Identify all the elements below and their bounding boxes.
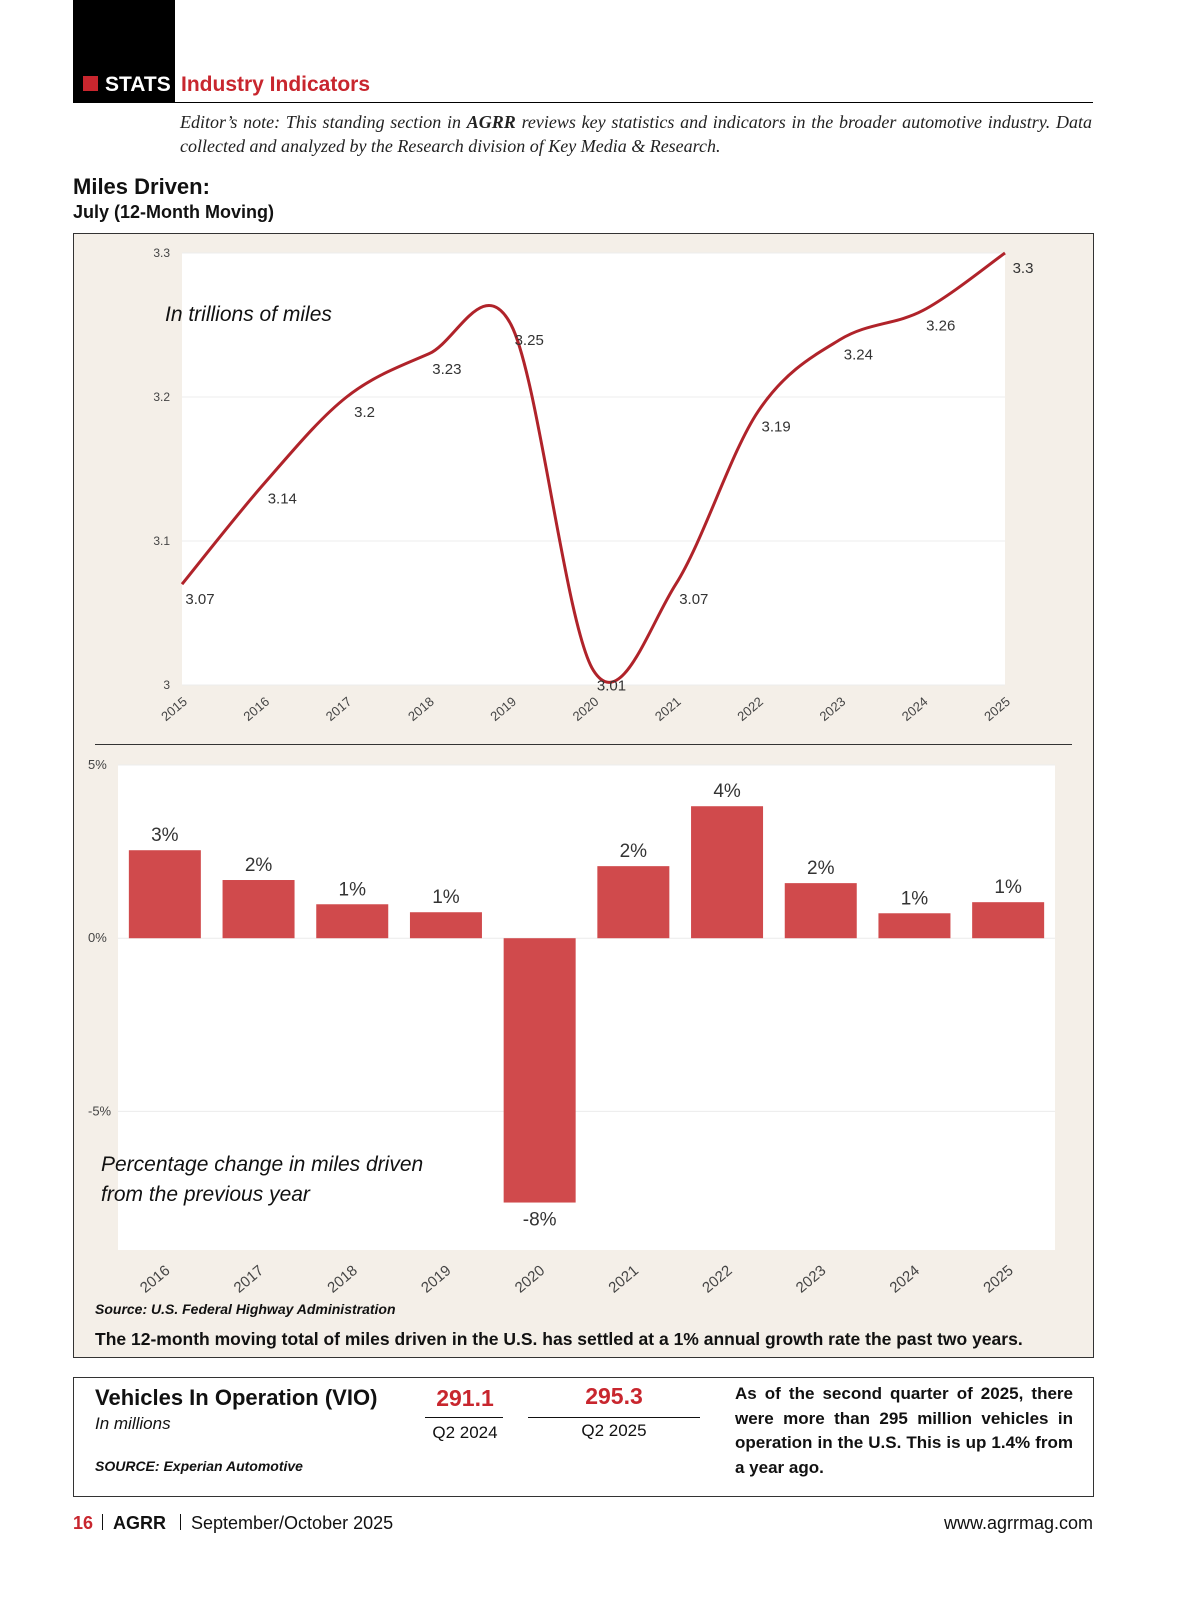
- page-subtitle: July (12-Month Moving): [73, 202, 274, 222]
- y-tick-label: 3.1: [153, 534, 170, 548]
- annotation: from the previous year: [101, 1183, 311, 1206]
- data-label: 3.07: [679, 591, 708, 608]
- data-label: 1%: [339, 879, 367, 900]
- section-label: STATS: [105, 73, 171, 96]
- data-label: 3.14: [268, 490, 297, 507]
- vio-text: As of the second quarter of 2025, there …: [735, 1384, 1073, 1477]
- data-label: 3.07: [185, 591, 214, 608]
- data-label: 3.26: [926, 318, 955, 335]
- page-number: 16: [73, 1513, 93, 1533]
- bar: [316, 904, 389, 939]
- vio-title: Vehicles In Operation (VIO): [95, 1385, 377, 1410]
- data-label: 4%: [713, 781, 741, 802]
- data-label: 3.25: [515, 332, 544, 349]
- vio-box: [73, 1377, 1094, 1497]
- annotation: In trillions of miles: [165, 303, 332, 326]
- y-tick-label: 3.3: [153, 246, 170, 260]
- caption: The 12-month moving total of miles drive…: [95, 1329, 1023, 1349]
- data-label: 1%: [901, 888, 929, 909]
- data-label: 2%: [807, 858, 835, 879]
- y-tick-label: 0%: [88, 930, 107, 945]
- plot-area: [118, 765, 1055, 1250]
- bar: [128, 850, 201, 939]
- vio-label: Q2 2024: [432, 1423, 497, 1442]
- y-tick-label: 3: [163, 678, 170, 692]
- data-label: 3.01: [597, 678, 626, 695]
- section-title: Industry Indicators: [181, 73, 370, 96]
- header-square: [83, 76, 98, 91]
- data-label: 3.2: [354, 404, 375, 421]
- bar: [691, 806, 764, 939]
- vio-unit: In millions: [95, 1414, 171, 1433]
- footer-issue: September/October 2025: [191, 1513, 393, 1533]
- data-label: 3.23: [432, 361, 461, 378]
- data-label: 3.19: [761, 418, 790, 435]
- bar: [972, 902, 1045, 939]
- data-label: 1%: [994, 877, 1022, 898]
- data-label: 3.3: [1013, 260, 1034, 277]
- data-label: 3.24: [844, 346, 873, 363]
- bar: [222, 880, 295, 939]
- bar: [784, 883, 857, 939]
- vio-label: Q2 2025: [581, 1421, 646, 1440]
- note-brand: AGRR: [466, 112, 516, 132]
- plot-area: [182, 253, 1005, 685]
- bar: [503, 938, 576, 1203]
- data-label: 1%: [432, 887, 460, 908]
- note-text: reviews key statistics and indicators in…: [180, 112, 1093, 156]
- y-tick-label: -5%: [88, 1103, 112, 1118]
- footer-brand: AGRR: [113, 1513, 166, 1533]
- data-label: 2%: [620, 841, 648, 862]
- bar: [409, 912, 482, 939]
- y-tick-label: 5%: [88, 757, 107, 772]
- source: Source: U.S. Federal Highway Administrat…: [95, 1301, 396, 1317]
- editor-note: Editor’s note: This standing section in …: [180, 110, 1092, 158]
- page-title: Miles Driven:: [73, 174, 210, 199]
- annotation: Percentage change in miles driven: [101, 1153, 423, 1176]
- vio-source: SOURCE: Experian Automotive: [95, 1458, 303, 1474]
- data-line: [180, 251, 1006, 684]
- data-label: 2%: [245, 855, 273, 876]
- data-label: 3%: [151, 825, 179, 846]
- data-label: -8%: [523, 1210, 557, 1231]
- bar: [597, 866, 670, 939]
- vio-value: 295.3: [585, 1383, 643, 1409]
- footer-url: www.agrrmag.com: [943, 1513, 1093, 1533]
- note-text: Editor’s note: This standing section in: [180, 112, 462, 132]
- bar: [878, 913, 951, 939]
- vio-value: 291.1: [436, 1385, 494, 1411]
- y-tick-label: 3.2: [153, 390, 170, 404]
